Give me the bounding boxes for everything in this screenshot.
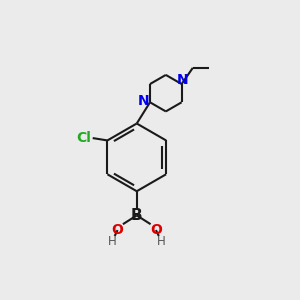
Text: H: H [157,235,166,248]
Text: B: B [131,208,142,223]
Text: O: O [112,223,124,237]
Text: N: N [138,94,149,108]
Text: N: N [176,73,188,87]
Text: H: H [108,235,117,248]
Text: Cl: Cl [76,131,91,145]
Text: O: O [150,223,162,237]
